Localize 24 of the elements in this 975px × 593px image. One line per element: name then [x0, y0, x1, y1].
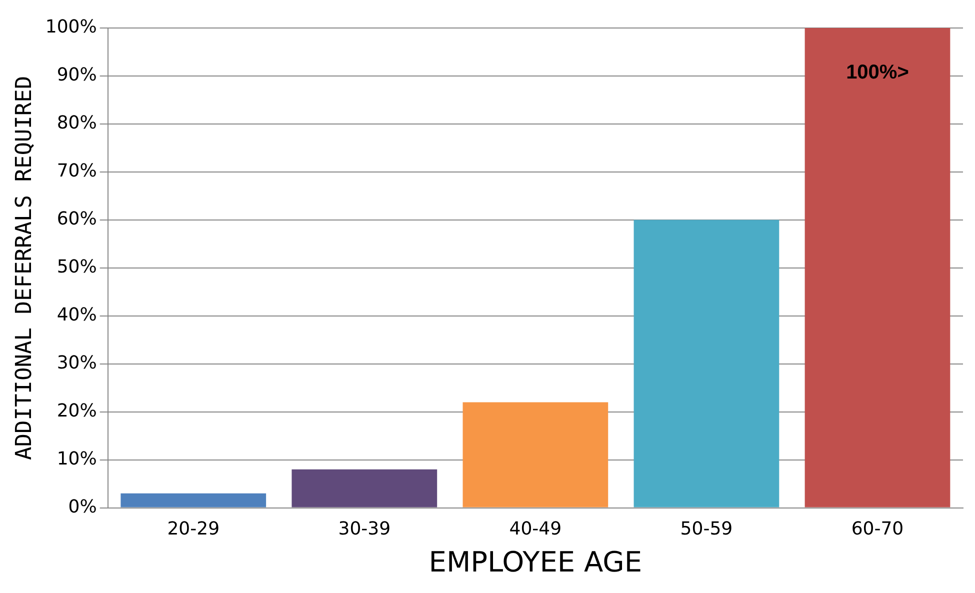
- bar: [462, 402, 608, 508]
- x-tick-label: 40-49: [509, 518, 562, 540]
- y-tick-label: 70%: [56, 160, 97, 182]
- y-tick-label: 90%: [56, 64, 97, 86]
- bar: [120, 493, 266, 508]
- x-tick-label: 50-59: [680, 518, 733, 540]
- x-tick-label: 20-29: [167, 518, 220, 540]
- x-axis-title: EMPLOYEE AGE: [428, 545, 642, 578]
- y-tick-label: 10%: [56, 448, 97, 470]
- y-tick-label: 100%: [45, 16, 97, 38]
- y-tick-label: 80%: [56, 112, 97, 134]
- bar: [804, 28, 950, 508]
- y-tick-label: 20%: [56, 400, 97, 422]
- bar: [292, 469, 438, 508]
- y-tick-label: 40%: [56, 304, 97, 326]
- bar: [634, 220, 780, 508]
- y-tick-label: 0%: [68, 496, 97, 518]
- annotation: 100%>: [846, 62, 909, 84]
- y-axis-title: ADDITIONAL DEFERRALS REQUIRED: [12, 76, 37, 460]
- y-tick-label: 50%: [56, 256, 97, 278]
- x-tick-label: 30-39: [338, 518, 391, 540]
- y-tick-label: 30%: [56, 352, 97, 374]
- y-tick-label: 60%: [56, 208, 97, 230]
- x-tick-label: 60-70: [851, 518, 904, 540]
